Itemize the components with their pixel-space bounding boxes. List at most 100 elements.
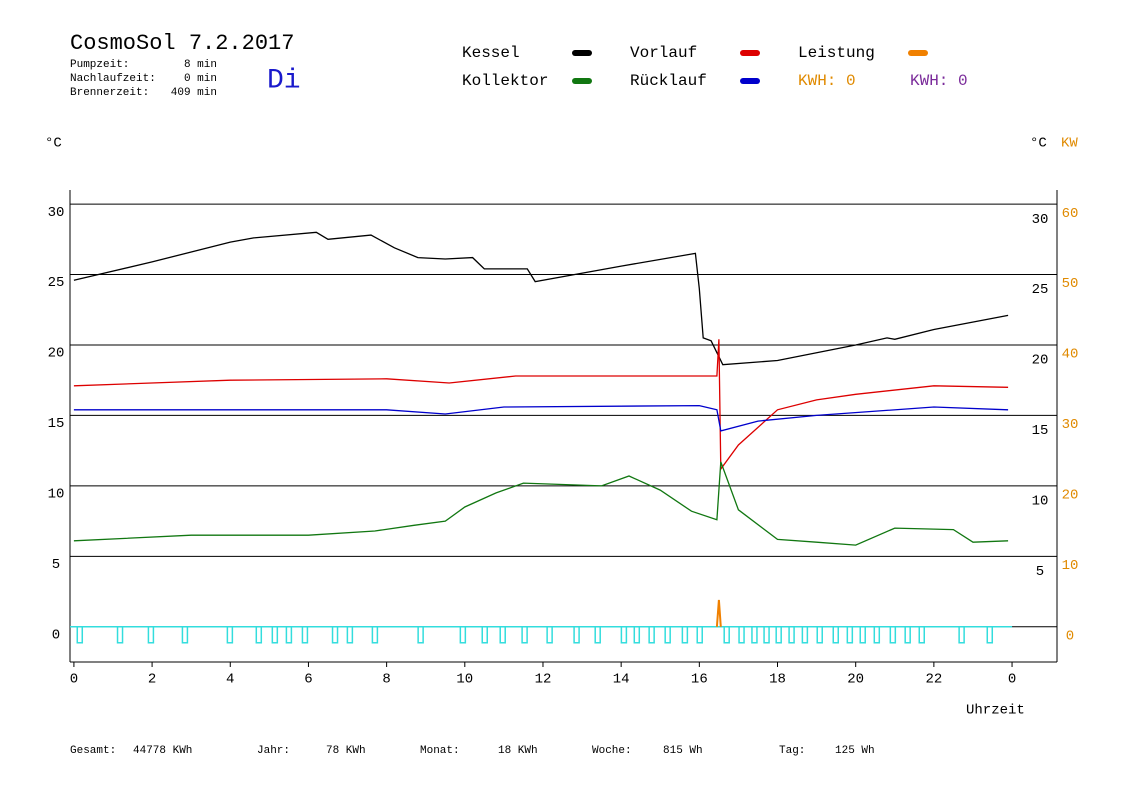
series-line xyxy=(715,599,722,627)
x-tick-label: 18 xyxy=(769,672,786,688)
pump-on xyxy=(573,626,580,644)
y-tick-label: 25 xyxy=(48,275,65,291)
pump-on xyxy=(873,626,881,644)
y-right-tick-label: 30 xyxy=(1032,212,1049,228)
pump-on xyxy=(147,626,155,644)
y2-tick-label: 60 xyxy=(1062,206,1079,222)
pump-on xyxy=(696,626,703,644)
pump-on xyxy=(788,626,795,644)
y2-unit-c: °C xyxy=(1030,136,1047,152)
pump-on xyxy=(346,626,354,644)
pump-on xyxy=(751,626,758,644)
x-tick-label: 22 xyxy=(925,672,942,688)
y-right-tick-label: 20 xyxy=(1032,353,1049,369)
pump-on xyxy=(417,626,424,644)
footer-label: Jahr: xyxy=(257,745,290,757)
pump-on xyxy=(301,626,309,644)
pump-on xyxy=(664,626,671,644)
x-tick-label: 0 xyxy=(1008,672,1016,688)
pump-on xyxy=(255,626,263,644)
y-unit: °C xyxy=(45,136,62,152)
pump-on xyxy=(986,626,994,644)
x-tick-label: 10 xyxy=(456,672,473,688)
y-tick-label: 15 xyxy=(48,416,65,432)
kwh-label: KWH: 0 xyxy=(910,72,968,90)
pump-on xyxy=(521,626,528,644)
x-tick-label: 6 xyxy=(304,672,312,688)
x-tick-label: 0 xyxy=(70,672,78,688)
legend-label: Rücklauf xyxy=(630,72,707,90)
y-right-tick-label: 25 xyxy=(1032,282,1049,298)
y-tick-label: 0 xyxy=(52,627,60,643)
x-tick-label: 2 xyxy=(148,672,156,688)
pump-on xyxy=(801,626,809,644)
x-tick-label: 8 xyxy=(382,672,390,688)
footer-value: 125 Wh xyxy=(835,745,875,757)
footer-value: 18 KWh xyxy=(498,745,538,757)
pump-on xyxy=(889,626,897,644)
pump-on xyxy=(958,626,965,644)
pump-on xyxy=(859,626,866,644)
pump-on xyxy=(846,626,854,644)
pump-on xyxy=(832,626,840,644)
info-label: Nachlaufzeit: xyxy=(70,73,156,85)
pump-on xyxy=(904,626,911,644)
pump-on xyxy=(681,626,689,644)
y-tick-label: 10 xyxy=(48,487,65,503)
y2-tick-label: 40 xyxy=(1062,347,1079,363)
legend-label: Kollektor xyxy=(462,72,548,90)
chart-title: CosmoSol 7.2.2017 xyxy=(70,31,294,56)
x-tick-label: 14 xyxy=(613,672,630,688)
pump-on xyxy=(331,626,339,644)
pump-on xyxy=(371,626,379,644)
pump-on xyxy=(181,626,189,644)
footer-label: Tag: xyxy=(779,745,805,757)
footer-value: 815 Wh xyxy=(663,745,703,757)
pump-on xyxy=(285,626,293,644)
y2-unit-kw: KW xyxy=(1061,136,1078,152)
pump-on xyxy=(918,626,926,644)
footer-value: 44778 KWh xyxy=(133,745,192,757)
legend-label: Leistung xyxy=(798,44,875,62)
pump-on xyxy=(271,626,279,644)
pump-on xyxy=(738,626,745,644)
series-line xyxy=(73,404,1009,432)
pump-on xyxy=(723,626,730,644)
pump-on xyxy=(459,626,467,644)
pump-on xyxy=(226,626,234,644)
series-line xyxy=(73,339,1009,471)
info-value: 409 min xyxy=(171,87,217,99)
pump-on xyxy=(76,626,84,644)
y2-tick-label: 50 xyxy=(1062,276,1079,292)
y2-tick-label: 20 xyxy=(1062,488,1079,504)
pump-on xyxy=(594,626,601,644)
footer-label: Woche: xyxy=(592,745,632,757)
pump-on xyxy=(499,626,506,644)
pump-on xyxy=(648,626,655,644)
info-value: 0 min xyxy=(184,73,217,85)
kwh-label: KWH: 0 xyxy=(798,72,856,90)
pump-on xyxy=(816,626,823,644)
y-tick-label: 20 xyxy=(48,346,65,362)
pump-on xyxy=(546,626,553,644)
x-tick-label: 12 xyxy=(535,672,552,688)
x-tick-label: 20 xyxy=(847,672,864,688)
pump-on xyxy=(620,626,628,644)
y-tick-label: 30 xyxy=(48,205,65,221)
y-right-tick-label: 15 xyxy=(1032,423,1049,439)
y2-tick-label: 30 xyxy=(1062,417,1079,433)
y-right-tick-label: 5 xyxy=(1036,564,1044,580)
footer-label: Gesamt: xyxy=(70,745,116,757)
x-tick-label: 4 xyxy=(226,672,234,688)
y-right-tick-label: 10 xyxy=(1032,494,1049,510)
y2-tick-label: 0 xyxy=(1066,628,1074,644)
pump-on xyxy=(633,626,641,644)
footer-label: Monat: xyxy=(420,745,460,757)
series-line xyxy=(73,461,1009,546)
info-label: Brennerzeit: xyxy=(70,87,149,99)
y2-tick-label: 10 xyxy=(1062,558,1079,574)
info-label: Pumpzeit: xyxy=(70,59,129,71)
pump-on xyxy=(481,626,488,644)
legend-label: Kessel xyxy=(462,44,520,62)
